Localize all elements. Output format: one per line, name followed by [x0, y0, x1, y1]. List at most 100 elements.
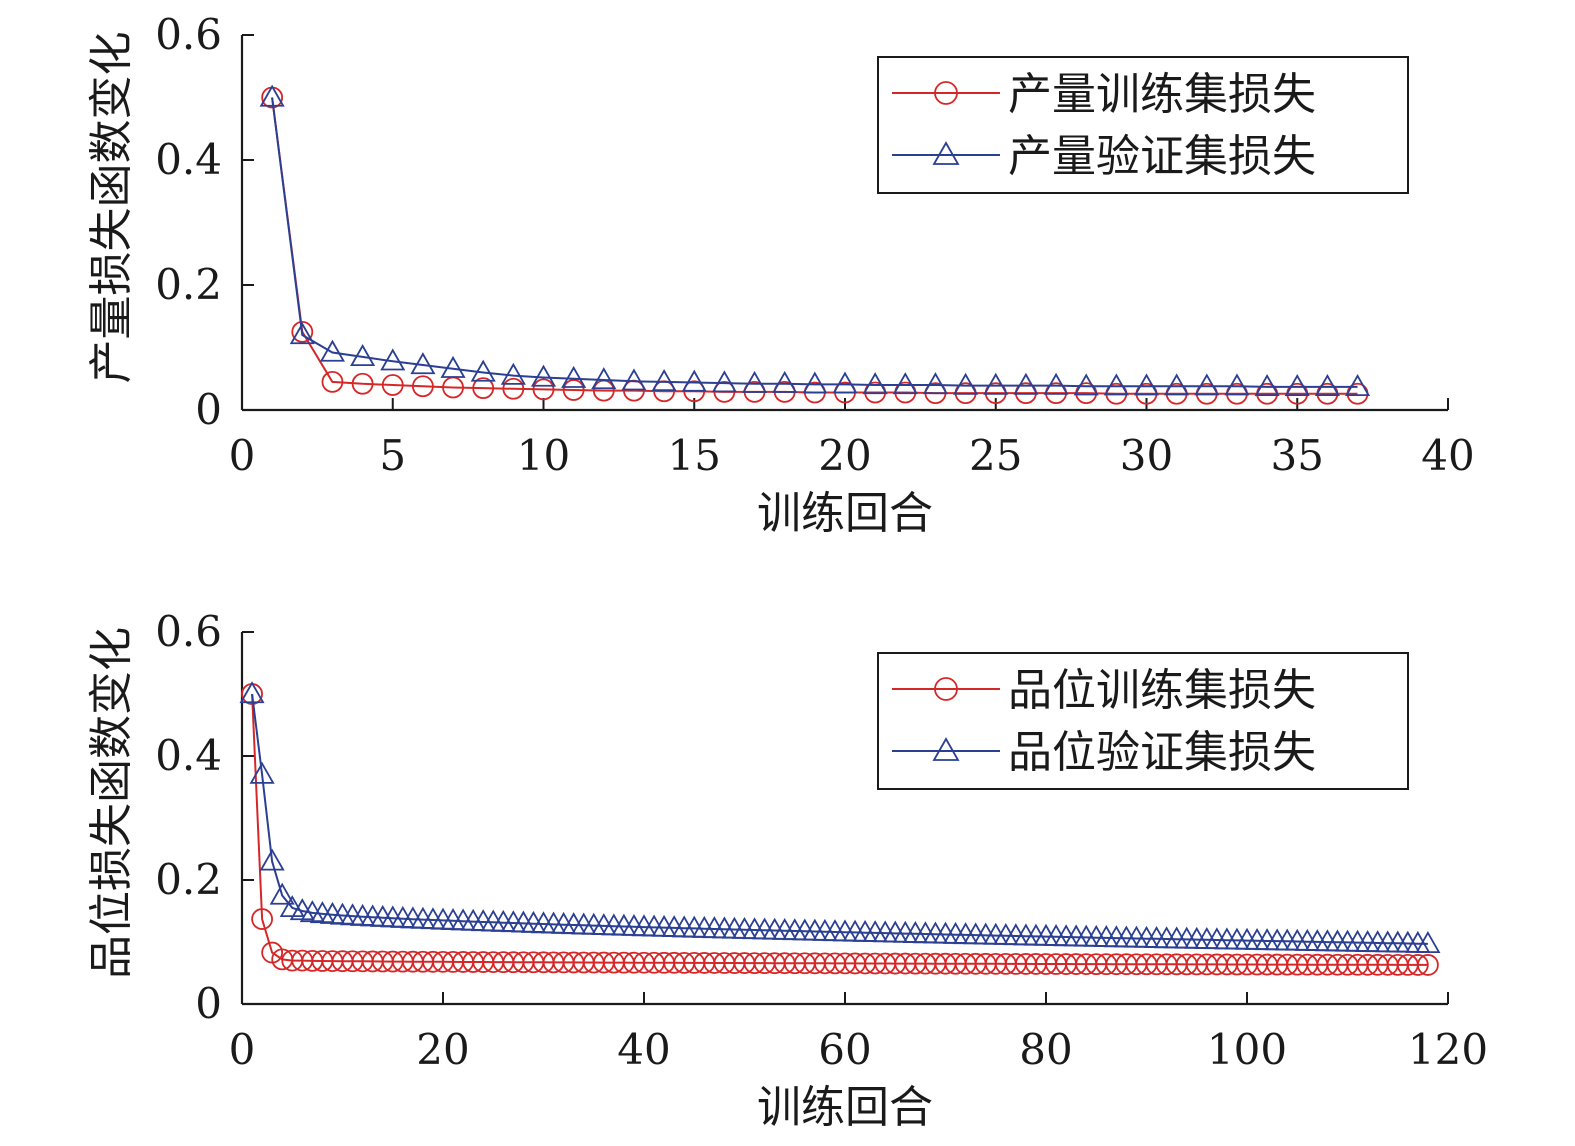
- data-point: [1406, 954, 1429, 976]
- legend-marker: [932, 141, 960, 165]
- y-axis-label: 品位损失函数变化: [86, 627, 137, 979]
- series-line: [251, 693, 1428, 966]
- x-tick-label: 5: [379, 431, 406, 480]
- data-point: [862, 372, 888, 395]
- data-point: [472, 377, 495, 400]
- x-tick-label: 20: [416, 1025, 469, 1074]
- data-point: [892, 372, 918, 395]
- y-tick-label: 0.2: [155, 260, 222, 309]
- data-point: [772, 370, 798, 393]
- y-tick-label: 0: [195, 979, 222, 1028]
- x-tick-label: 0: [229, 431, 256, 480]
- data-point: [1224, 373, 1250, 396]
- data-point: [380, 348, 406, 371]
- data-point: [251, 908, 274, 930]
- data-point: [621, 368, 647, 391]
- x-tick-label: 0: [229, 1025, 256, 1074]
- data-point: [1043, 372, 1069, 395]
- series-2: [259, 84, 1371, 397]
- data-point: [983, 372, 1009, 395]
- x-tick-label: 120: [1408, 1025, 1488, 1074]
- series-2: [239, 681, 1441, 954]
- data-point: [440, 355, 466, 378]
- data-point: [562, 379, 585, 401]
- x-tick-label: 25: [969, 431, 1022, 480]
- data-point: [1417, 954, 1439, 976]
- x-tick-label: 10: [517, 431, 570, 480]
- y-tick-label: 0.6: [155, 10, 222, 59]
- data-point: [681, 369, 707, 392]
- data-point: [741, 370, 768, 393]
- x-axis-label: 训练回合: [757, 1082, 933, 1133]
- data-point: [381, 374, 404, 396]
- y-tick-label: 0.6: [155, 607, 222, 656]
- data-point: [953, 372, 979, 395]
- x-tick-label: 80: [1019, 1025, 1072, 1074]
- legend-label: 产量训练集损失: [1008, 69, 1316, 120]
- x-tick-label: 15: [668, 431, 721, 480]
- chart-panel-2: 0 20 40 60 80 100 120 0 0.2 0.4 0.6 训练回合 品位损失函数变化 品位训…: [86, 607, 1488, 1133]
- data-point: [289, 322, 315, 345]
- data-point: [591, 367, 617, 390]
- data-point: [922, 372, 949, 395]
- data-point: [321, 370, 344, 393]
- y-tick-label: 0: [195, 385, 222, 434]
- data-point: [249, 761, 275, 784]
- data-point: [500, 362, 526, 385]
- legend-box: [877, 652, 1409, 790]
- data-point: [561, 365, 587, 388]
- data-point: [259, 848, 285, 871]
- series-line: [271, 97, 1358, 388]
- data-point: [319, 339, 346, 362]
- legend-label: 品位训练集损失: [1008, 665, 1316, 716]
- x-axis-label: 训练回合: [757, 488, 933, 539]
- y-tick-label: 0.4: [155, 135, 222, 184]
- y-axis-label: 产量损失函数变化: [86, 32, 137, 384]
- data-point: [502, 377, 525, 400]
- data-point: [832, 371, 858, 394]
- y-tick-label: 0.4: [155, 731, 222, 780]
- data-point: [259, 84, 285, 107]
- data-point: [1194, 373, 1220, 396]
- data-point: [351, 372, 374, 395]
- data-point: [1133, 373, 1160, 396]
- x-tick-label: 100: [1207, 1025, 1287, 1074]
- data-point: [651, 369, 677, 392]
- series-1: [241, 683, 1439, 976]
- data-point: [1254, 374, 1280, 397]
- x-tick-label: 30: [1120, 431, 1173, 480]
- data-point: [802, 371, 828, 394]
- data-point: [1073, 373, 1099, 396]
- legend-label: 品位验证集损失: [1008, 727, 1316, 778]
- data-point: [239, 681, 265, 704]
- x-tick-label: 40: [1421, 431, 1474, 480]
- x-tick-label: 40: [617, 1025, 670, 1074]
- legend-box: [877, 56, 1409, 194]
- data-point: [1344, 374, 1371, 397]
- series-line: [251, 693, 1428, 945]
- legend-marker: [932, 737, 960, 761]
- data-point: [411, 375, 434, 398]
- legend-label: 产量验证集损失: [1008, 131, 1316, 182]
- data-point: [530, 364, 557, 387]
- x-tick-label: 20: [818, 431, 871, 480]
- data-point: [269, 882, 295, 905]
- data-point: [470, 359, 496, 382]
- data-point: [350, 344, 376, 367]
- data-point: [291, 320, 314, 343]
- data-point: [532, 378, 555, 401]
- legend-marker: [934, 81, 958, 105]
- data-point: [1103, 373, 1129, 396]
- data-point: [711, 370, 737, 393]
- data-point: [1284, 374, 1310, 397]
- data-point: [1013, 372, 1039, 395]
- data-point: [1314, 374, 1340, 397]
- y-tick-label: 0.2: [155, 855, 222, 904]
- legend-marker: [934, 677, 958, 701]
- data-point: [1164, 373, 1190, 396]
- x-tick-label: 60: [818, 1025, 871, 1074]
- data-point: [1415, 931, 1441, 954]
- chart-panel-1: 0 5 10 15 20 25 30 35 40 0 0.2 0.4 0.6 训练回合 产量损失函数变化 产量…: [86, 10, 1475, 539]
